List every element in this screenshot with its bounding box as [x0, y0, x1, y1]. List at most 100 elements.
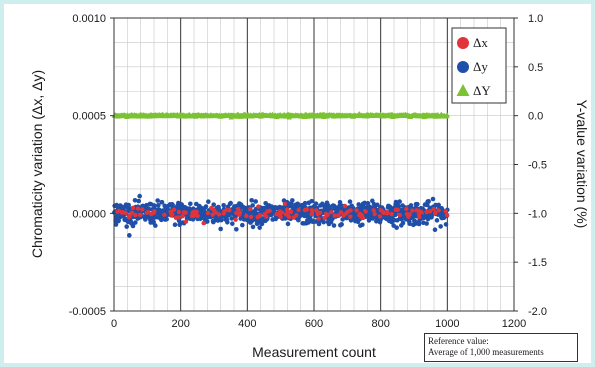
data-point-dy: [172, 222, 178, 228]
data-point-dx: [377, 214, 383, 219]
data-point-dy: [302, 200, 308, 206]
data-point-dx: [296, 207, 301, 213]
data-point-dY: [444, 112, 450, 118]
data-point-dy: [426, 199, 431, 204]
data-point-dx: [183, 210, 188, 215]
reference-note: Reference value: Average of 1,000 measur…: [424, 333, 578, 362]
data-layer: [111, 111, 450, 238]
data-point-dy: [177, 222, 182, 228]
data-point-dx: [372, 211, 377, 217]
data-point-dx: [227, 208, 232, 213]
data-point-dx: [329, 210, 334, 215]
data-point-dy: [283, 216, 288, 221]
legend-label-dY: ΔY: [473, 83, 491, 98]
data-point-dy: [393, 212, 398, 218]
x-tick-label: 600: [305, 318, 323, 330]
data-point-dx: [170, 212, 175, 217]
data-point-dy: [375, 202, 380, 208]
data-point-dx: [257, 212, 263, 218]
data-point-dx: [264, 214, 269, 219]
data-point-dx: [309, 211, 314, 217]
legend-marker-dY: [456, 84, 470, 96]
data-point-dy: [249, 197, 254, 203]
data-point-dy: [290, 198, 295, 203]
data-point-dy: [113, 222, 119, 227]
data-point-dy: [188, 201, 193, 207]
data-point-dy: [408, 203, 414, 208]
data-point-dy: [309, 198, 314, 204]
data-point-dx: [278, 214, 283, 220]
legend: Δx Δy ΔY: [451, 27, 507, 104]
data-point-dx: [338, 210, 344, 215]
data-point-dx: [176, 215, 181, 220]
data-point-dx: [431, 206, 436, 212]
data-point-dx: [433, 210, 438, 216]
data-point-dy: [176, 218, 182, 224]
data-point-dx: [332, 213, 337, 218]
data-point-dy: [124, 224, 129, 229]
data-point-dy: [424, 221, 429, 226]
data-point-dx: [213, 210, 218, 215]
data-point-dy: [155, 198, 160, 203]
data-point-dy: [132, 198, 138, 203]
data-point-dx: [286, 214, 292, 220]
data-point-dx: [133, 212, 138, 218]
data-point-dx: [348, 214, 353, 219]
data-point-dx: [130, 205, 136, 211]
data-point-dy: [430, 196, 436, 202]
data-point-dy: [250, 224, 256, 230]
data-point-dx: [201, 220, 206, 226]
data-point-dx: [135, 206, 141, 211]
data-point-dy: [164, 216, 169, 222]
data-point-dy: [313, 201, 319, 206]
data-point-dy: [218, 226, 223, 232]
data-point-dx: [417, 214, 422, 220]
data-point-dy: [443, 222, 449, 227]
data-point-dx: [129, 210, 135, 215]
data-point-dy: [130, 223, 136, 229]
data-point-dy: [240, 222, 245, 228]
data-point-dy: [407, 221, 412, 227]
data-point-dy: [137, 193, 142, 199]
y-right-tick-label: -2.0: [528, 306, 547, 318]
data-point-dx: [397, 212, 402, 218]
data-point-dx: [363, 209, 368, 214]
data-point-dx: [282, 201, 288, 207]
data-point-dy: [205, 219, 210, 224]
data-point-dy: [159, 199, 165, 205]
data-point-dy: [434, 218, 440, 223]
legend-label-dy: Δy: [473, 59, 488, 74]
data-point-dy: [331, 223, 337, 228]
data-point-dx: [325, 212, 330, 217]
data-point-dx: [256, 204, 261, 209]
y-left-tick-label: 0.0010: [72, 13, 106, 25]
data-point-dy: [234, 226, 239, 232]
legend-label-dx: Δx: [473, 35, 488, 50]
data-point-dx: [294, 212, 299, 218]
data-point-dx: [314, 208, 319, 213]
data-point-dx: [342, 203, 348, 209]
y-left-tick-label: 0.0000: [72, 208, 106, 220]
x-tick-label: 800: [371, 318, 389, 330]
data-point-dy: [360, 222, 365, 228]
data-point-dx: [216, 212, 222, 217]
y-left-tick-label: -0.0005: [69, 306, 106, 318]
data-point-dx: [317, 210, 323, 215]
data-point-dx: [171, 207, 177, 212]
data-point-dx: [162, 212, 167, 218]
series-dy: [112, 193, 450, 238]
data-point-dx: [404, 206, 409, 211]
data-point-dy: [225, 219, 230, 225]
data-point-dx: [248, 214, 254, 220]
data-point-dy: [400, 220, 406, 226]
data-point-dx: [354, 208, 359, 213]
y-right-tick-label: -1.0: [528, 208, 547, 220]
y-right-tick-label: -0.5: [528, 160, 547, 172]
y-left-tick-label: 0.0005: [72, 111, 106, 123]
data-point-dx: [424, 209, 429, 215]
data-point-dx: [336, 213, 341, 218]
data-point-dx: [304, 207, 310, 212]
data-point-dx: [385, 210, 390, 216]
data-point-dx: [194, 209, 199, 214]
